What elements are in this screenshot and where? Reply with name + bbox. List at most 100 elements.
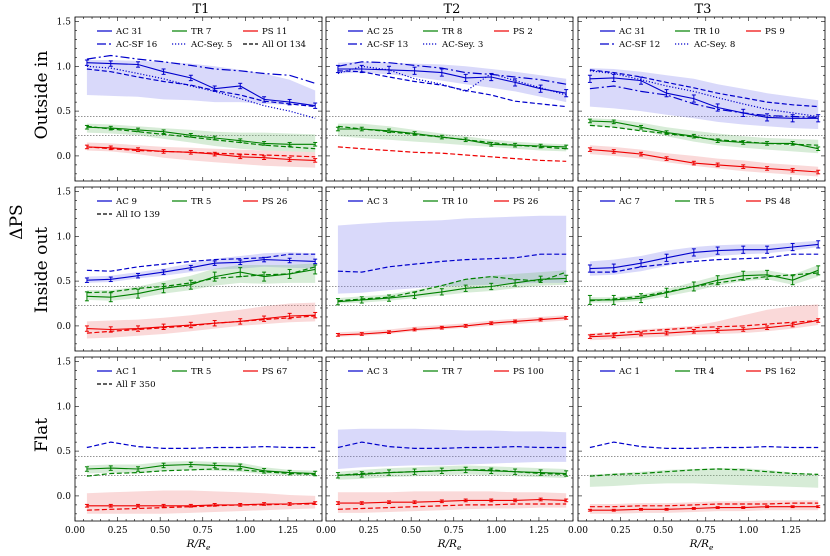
tr-point	[587, 118, 592, 124]
legend-label: TR 10	[694, 27, 720, 37]
x-tick-label: 0.00	[65, 526, 85, 536]
ps-point	[765, 505, 770, 509]
ps-line	[589, 506, 819, 511]
ps-point	[136, 503, 141, 508]
legend-label: AC 3	[366, 367, 388, 377]
ps-point	[489, 498, 494, 503]
legend-entry: TR 5	[172, 197, 211, 207]
tr-point	[639, 293, 644, 304]
ac-line	[337, 68, 567, 94]
ps-all-line	[337, 146, 567, 162]
x-tick-label: 0.75	[444, 526, 464, 536]
row-label: Outside in	[32, 51, 52, 140]
legend: AC 9 TR 5 PS 26 All IO 139	[97, 197, 287, 220]
plot-area	[326, 61, 573, 162]
ps-line	[86, 314, 316, 331]
ps-all-line	[589, 319, 819, 336]
legend-label: PS 11	[262, 27, 287, 37]
ps-point	[691, 160, 696, 166]
ac-point	[715, 246, 720, 255]
legend-label: AC 7	[618, 197, 640, 207]
ps-point	[262, 155, 267, 160]
legend-label: PS 2	[513, 27, 533, 37]
x-tick-label: 0.25	[108, 526, 128, 536]
ps-point	[715, 162, 720, 168]
ps-point	[564, 315, 569, 320]
ac-point	[84, 59, 89, 66]
tr-point	[262, 468, 267, 474]
ps-point	[313, 158, 318, 163]
tr-point	[765, 269, 770, 280]
ps-point	[664, 156, 669, 161]
ac-point	[359, 64, 364, 74]
legend-label: PS 100	[513, 367, 544, 377]
tr-band	[589, 118, 819, 154]
tr-point	[564, 144, 569, 150]
x-tick-label: 1.00	[486, 526, 506, 536]
legend-label: AC 3	[366, 197, 388, 207]
ac-point	[387, 65, 392, 74]
legend-entry: AC-SF 16	[97, 40, 157, 50]
tr-point	[84, 291, 89, 302]
ps-point	[513, 498, 518, 503]
ps-all-line	[337, 503, 567, 510]
ac-point	[84, 277, 89, 283]
tr-point	[691, 133, 696, 139]
x-tick-label: 0.25	[611, 526, 631, 536]
ac-sey-line	[337, 65, 567, 96]
ps-point	[412, 500, 417, 505]
ac-point	[188, 74, 193, 82]
legend-label: TR 5	[694, 197, 714, 207]
panel-frame	[74, 16, 323, 182]
legend-label: AC 1	[115, 367, 137, 377]
tr-point	[108, 292, 113, 303]
legend-label: AC-Sey. 3	[441, 40, 483, 50]
legend-entry: PS 26	[494, 197, 538, 207]
tr-point	[412, 468, 417, 475]
tr-point	[439, 288, 444, 296]
ps-point	[790, 167, 795, 173]
column-title: T1	[193, 2, 210, 17]
ps-point	[765, 166, 770, 171]
tr-point	[715, 275, 720, 286]
ac-point	[765, 245, 770, 254]
ac-point	[287, 257, 292, 264]
legend-label: TR 7	[191, 27, 211, 37]
tr-all-line	[337, 271, 567, 302]
ac-point	[639, 259, 644, 268]
ac-point	[587, 74, 592, 83]
ps-point	[287, 157, 292, 162]
x-axis-label: R/Re	[437, 538, 462, 552]
tr-point	[212, 462, 217, 469]
legend-entry: All F 350	[97, 380, 156, 390]
ps-point	[587, 147, 592, 152]
legend-label: All F 350	[115, 380, 156, 390]
ps-line	[86, 502, 316, 507]
ps-point	[287, 502, 292, 506]
y-tick-label: 0.0	[57, 152, 72, 162]
ps-point	[564, 498, 569, 503]
ac-point	[136, 272, 141, 279]
ac-point	[108, 60, 113, 67]
ac-point	[564, 89, 569, 98]
legend-entry: TR 10	[675, 27, 720, 37]
legend-entry: PS 26	[243, 197, 287, 207]
tr-point	[238, 267, 243, 278]
tr-point	[313, 141, 318, 147]
legend-entry: AC-SF 12	[600, 40, 660, 50]
x-tick-label: 0.75	[696, 526, 716, 536]
legend-label: TR 5	[191, 197, 211, 207]
row-label: Flat	[32, 418, 52, 452]
ac-point	[335, 64, 340, 74]
ac-all-line	[86, 441, 316, 449]
ps-point	[161, 149, 166, 154]
tr-point	[188, 133, 193, 138]
ac-all-line	[337, 70, 567, 108]
tr-point	[238, 138, 243, 143]
tr-band	[589, 468, 819, 488]
ac-point	[262, 256, 267, 263]
legend-entry: TR 5	[172, 367, 211, 377]
panel: AC 7 TR 5 PS 48	[577, 186, 826, 352]
tr-point	[359, 296, 364, 304]
tr-point	[387, 469, 392, 476]
